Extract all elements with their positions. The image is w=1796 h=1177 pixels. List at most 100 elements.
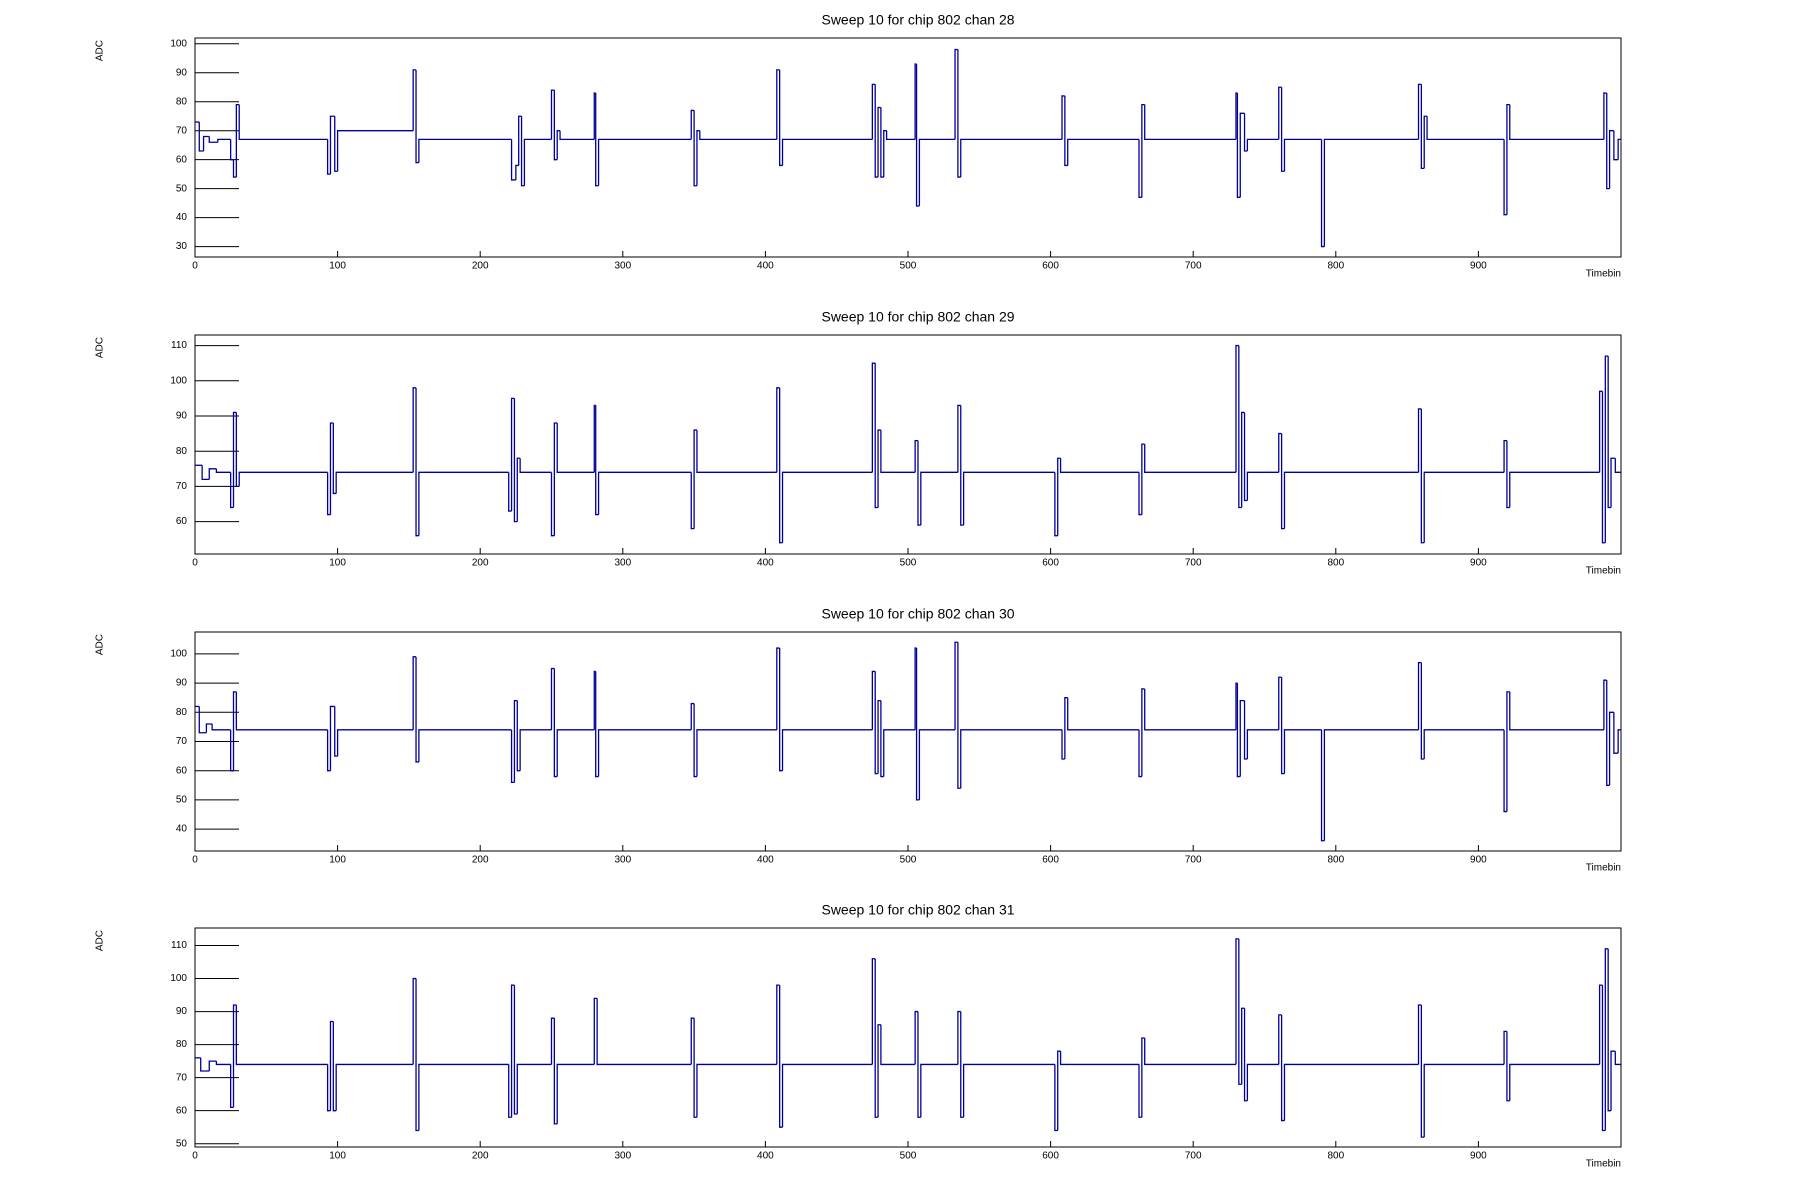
step-segment [334,706,338,757]
y-tick-label: 40 [176,212,188,223]
step-segment [326,729,331,772]
step-segment [215,1061,231,1066]
step-segment [1423,115,1428,169]
y-tick-label: 90 [176,678,188,689]
y-tick-label: 70 [176,736,188,747]
step-segment [1417,1004,1422,1065]
step-segment [1236,683,1241,778]
step-segment [510,984,515,1118]
step-segment [776,647,780,730]
chart-title: Sweep 10 for chip 802 chan 30 [821,606,1014,622]
step-segment [1509,1063,1600,1101]
step-segment [519,458,552,473]
step-segment [232,691,237,771]
step-segment [954,641,958,730]
y-tick-label: 40 [176,824,188,835]
x-axis-label: Timebin [1586,1159,1621,1170]
step-segment [1426,116,1505,141]
step-segment [960,729,1063,789]
x-tick-label: 700 [1185,855,1202,866]
step-segment [1246,138,1279,151]
step-segment [1420,662,1425,760]
step-segment [415,69,419,164]
step-segment [1141,688,1145,777]
step-segment [516,700,521,772]
step-segment [914,439,918,473]
step-segment [1606,680,1610,786]
step-segment [960,405,964,526]
step-segment [920,471,958,526]
step-segment [596,998,692,1066]
step-segment [877,106,881,178]
step-segment [418,729,512,762]
step-segment [1243,700,1248,760]
step-segment [1423,1063,1505,1138]
y-tick-label: 80 [176,1039,188,1050]
x-axis-label: Timebin [1586,863,1621,874]
x-tick-label: 0 [192,1151,198,1162]
step-segment [960,138,1063,178]
x-tick-label: 300 [614,261,631,272]
x-tick-label: 200 [472,855,489,866]
x-tick-label: 100 [329,558,346,569]
step-segment [1054,472,1058,537]
plot-frame [194,334,1622,555]
step-segment [593,997,598,1065]
step-segment [1246,471,1279,501]
step-segment [954,48,958,140]
step-segment [232,1004,237,1108]
x-tick-label: 900 [1470,558,1487,569]
x-tick-label: 300 [614,558,631,569]
step-segment [1064,697,1068,760]
x-tick-label: 100 [329,261,346,272]
step-segment [238,104,328,141]
step-segment [1235,344,1239,473]
step-segment [1141,1037,1145,1118]
step-segment [556,1063,595,1124]
step-segment [415,387,419,537]
step-segment [235,691,328,731]
step-segment [1067,138,1140,166]
y-tick-label: 90 [176,411,188,422]
step-segment [915,648,920,801]
step-segment [1138,1064,1142,1118]
step-segment [1608,130,1614,189]
step-segment [520,116,525,187]
step-segment [556,729,595,777]
step-segment [1607,356,1612,509]
step-segment [516,457,521,522]
step-segment [693,429,697,529]
step-segment [1420,408,1425,544]
step-segment [1420,1004,1425,1138]
x-tick-label: 200 [472,261,489,272]
y-tick-label: 60 [176,1105,188,1116]
x-tick-label: 500 [900,1151,917,1162]
step-segment [334,116,338,172]
step-segment [513,699,518,783]
y-tick-label: 90 [176,67,188,78]
chart-title: Sweep 10 for chip 802 chan 31 [821,902,1014,918]
step-segment [205,723,213,733]
step-segment [1280,87,1285,172]
step-segment [1417,662,1422,730]
step-segment [211,723,231,731]
step-segment [1141,443,1145,515]
step-segment [880,1024,916,1066]
step-segment [1059,1051,1140,1066]
step-segment [198,122,204,152]
y-tick-label: 80 [176,707,188,718]
step-segment [1608,711,1614,786]
step-segment [1614,1051,1621,1066]
step-segment [510,729,515,784]
step-segment [559,130,595,141]
step-segment [1241,411,1245,508]
x-tick-label: 200 [472,558,489,569]
step-segment [1417,408,1422,473]
x-tick-label: 800 [1327,855,1344,866]
step-segment [1238,345,1242,509]
step-segment [696,130,700,186]
step-segment [326,1064,331,1112]
step-segment [412,387,417,473]
step-segment [1598,984,1603,1065]
step-segment [1283,471,1419,529]
